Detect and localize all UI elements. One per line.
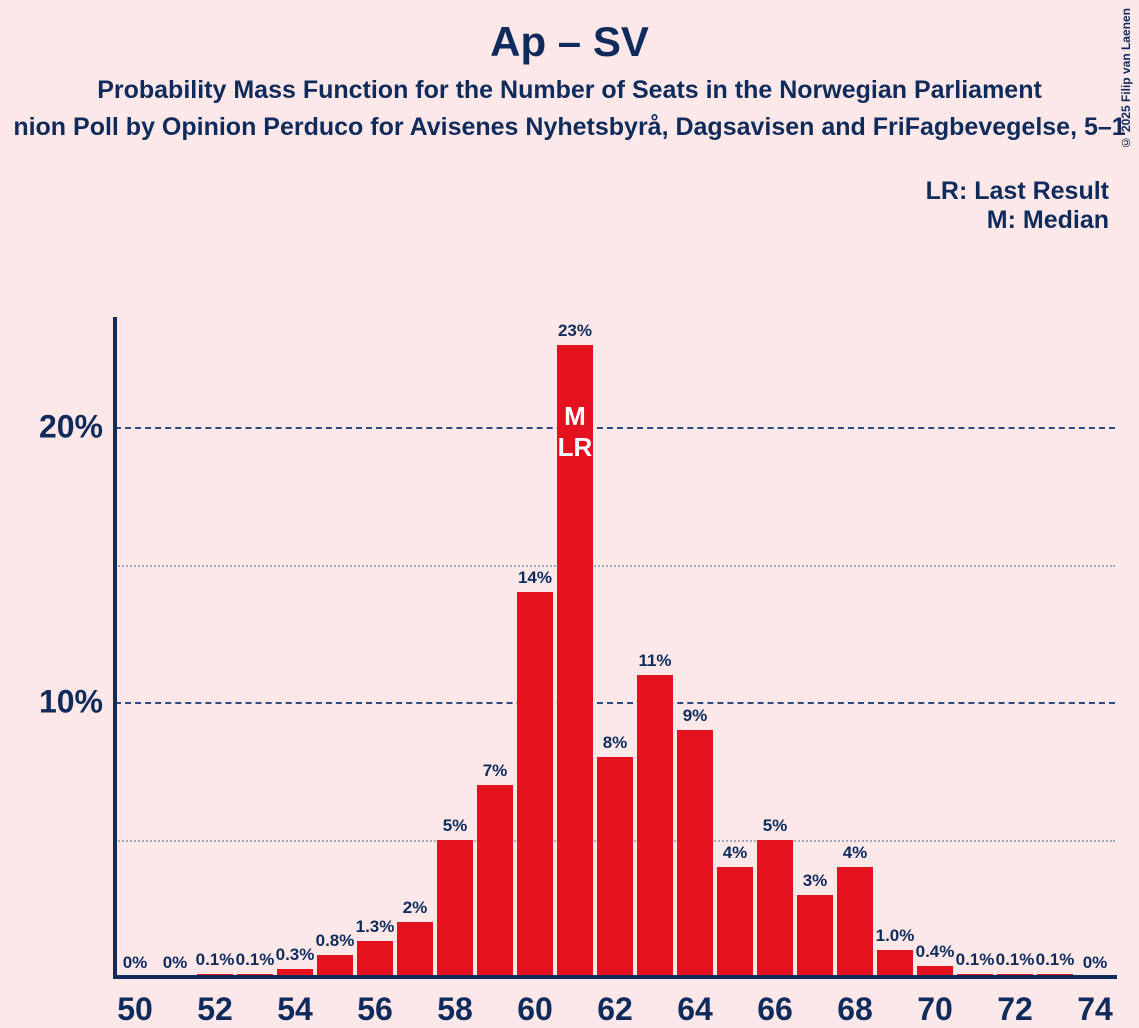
plot-area: 0%0%0.1%0.1%0.3%0.8%1.3%2%5%7%14%23%MLR8… xyxy=(115,317,1115,977)
bar: 4% xyxy=(717,867,754,977)
bar: 11% xyxy=(637,675,674,978)
bar-value-label: 23% xyxy=(558,321,592,345)
legend: LR: Last ResultM: Median xyxy=(926,177,1109,235)
chart-subtitle-1: Probability Mass Function for the Number… xyxy=(0,76,1139,105)
bar-value-label: 0.1% xyxy=(956,950,995,974)
bar: 3% xyxy=(797,895,834,978)
bar-value-label: 1.3% xyxy=(356,917,395,941)
chart-title: Ap – SV xyxy=(0,0,1139,66)
bar-value-label: 0.8% xyxy=(316,931,355,955)
x-tick-label: 66 xyxy=(757,977,793,1028)
bar-value-label: 0% xyxy=(123,953,148,977)
chart-subtitle-2: nion Poll by Opinion Perduco for Avisene… xyxy=(0,113,1139,142)
bar-value-label: 0.1% xyxy=(1036,950,1075,974)
bar-value-label: 11% xyxy=(638,651,671,675)
bars: 0%0%0.1%0.1%0.3%0.8%1.3%2%5%7%14%23%MLR8… xyxy=(115,317,1115,977)
legend-line: M: Median xyxy=(926,206,1109,235)
bar: 8% xyxy=(597,757,634,977)
bar-value-label: 4% xyxy=(843,843,868,867)
bar: 4% xyxy=(837,867,874,977)
bar: 1.0% xyxy=(877,950,914,978)
bar-value-label: 2% xyxy=(403,898,428,922)
bar-value-label: 0% xyxy=(1083,953,1108,977)
bar-value-label: 5% xyxy=(763,816,788,840)
bar-value-label: 7% xyxy=(483,761,508,785)
copyright-text: © 2025 Filip van Laenen xyxy=(1119,8,1133,149)
x-tick-label: 74 xyxy=(1077,977,1113,1028)
bar: 0.8% xyxy=(317,955,354,977)
bar-value-label: 0.3% xyxy=(276,945,315,969)
x-tick-label: 52 xyxy=(197,977,233,1028)
x-tick-label: 64 xyxy=(677,977,713,1028)
bar-value-label: 8% xyxy=(603,733,628,757)
bar: 9% xyxy=(677,730,714,978)
bar-value-label: 0.1% xyxy=(236,950,275,974)
x-tick-label: 60 xyxy=(517,977,553,1028)
bar-value-label: 0% xyxy=(163,953,188,977)
bar: 2% xyxy=(397,922,434,977)
bar-value-label: 5% xyxy=(443,816,468,840)
bar: 7% xyxy=(477,785,514,978)
bar: 1.3% xyxy=(357,941,394,977)
bar-value-label: 0.1% xyxy=(196,950,235,974)
x-tick-label: 68 xyxy=(837,977,873,1028)
bar-value-label: 4% xyxy=(723,843,748,867)
x-tick-label: 56 xyxy=(357,977,393,1028)
x-tick-label: 58 xyxy=(437,977,473,1028)
y-tick-label: 10% xyxy=(39,684,115,721)
bar: 23%MLR xyxy=(557,345,594,978)
bar-value-label: 9% xyxy=(683,706,708,730)
x-tick-label: 70 xyxy=(917,977,953,1028)
bar: 5% xyxy=(757,840,794,978)
bar: 5% xyxy=(437,840,474,978)
legend-line: LR: Last Result xyxy=(926,177,1109,206)
bar-value-label: 1.0% xyxy=(876,926,915,950)
bar: 14% xyxy=(517,592,554,977)
bar-annotation: MLR xyxy=(558,401,593,463)
bar-value-label: 0.1% xyxy=(996,950,1035,974)
x-tick-label: 62 xyxy=(597,977,633,1028)
x-tick-label: 54 xyxy=(277,977,313,1028)
bar-value-label: 3% xyxy=(803,871,828,895)
x-tick-label: 72 xyxy=(997,977,1033,1028)
bar-value-label: 14% xyxy=(518,568,552,592)
y-tick-label: 20% xyxy=(39,409,115,446)
x-tick-label: 50 xyxy=(117,977,153,1028)
bar-value-label: 0.4% xyxy=(916,942,955,966)
